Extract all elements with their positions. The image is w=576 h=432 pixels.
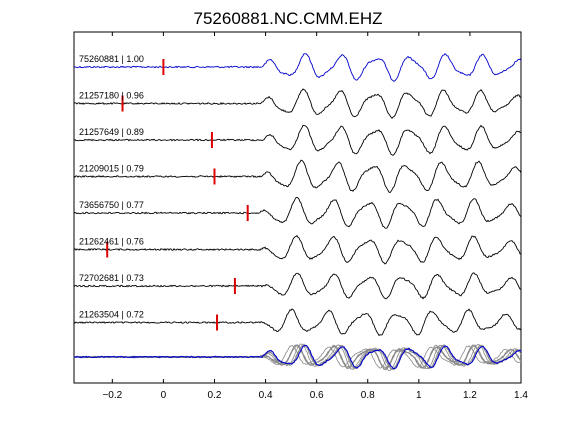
x-tick-label: 1 xyxy=(416,390,422,401)
x-tick-label: 0.4 xyxy=(259,390,273,401)
plot-frame xyxy=(73,31,522,384)
trace-label: 21257649 | 0.89 xyxy=(79,127,144,137)
waveform-trace xyxy=(73,88,522,120)
trace-label: 21262461 | 0.76 xyxy=(79,237,144,247)
waveform-trace xyxy=(73,196,522,229)
stack-reference-trace xyxy=(73,345,522,370)
x-tick-label: 1.4 xyxy=(514,390,528,401)
trace-label: 21263504 | 0.72 xyxy=(79,310,144,320)
trace-group xyxy=(73,52,522,337)
trace-labels: 75260881 | 1.00 21257180 | 0.96 21257649 |… xyxy=(79,54,144,320)
stack-group xyxy=(73,343,522,372)
x-tick-label: 0.6 xyxy=(310,390,324,401)
waveform-trace xyxy=(73,124,522,156)
waveform-trace xyxy=(73,308,522,337)
waveform-trace xyxy=(73,52,522,82)
trace-label: 21257180 | 0.96 xyxy=(79,91,144,101)
x-tick-label: 0 xyxy=(161,390,167,401)
chart-title: 75260881.NC.CMM.EHZ xyxy=(194,9,383,28)
trace-label: 73656750 | 0.77 xyxy=(79,200,144,210)
x-tick-label: −0.2 xyxy=(102,390,122,401)
waveform-trace xyxy=(73,272,522,300)
waveform-trace xyxy=(73,234,522,265)
x-axis-ticks: −0.2 0 0.2 0.4 0.6 0.8 1 1.2 1.4 xyxy=(102,32,528,401)
trace-label: 72702681 | 0.73 xyxy=(79,273,144,283)
x-tick-label: 0.8 xyxy=(361,390,375,401)
x-tick-label: 1.2 xyxy=(463,390,477,401)
trace-label: 21209015 | 0.79 xyxy=(79,164,144,174)
x-tick-label: 0.2 xyxy=(208,390,222,401)
trace-label: 75260881 | 1.00 xyxy=(79,54,144,64)
pick-markers xyxy=(106,59,249,331)
waveform-trace xyxy=(73,159,522,194)
